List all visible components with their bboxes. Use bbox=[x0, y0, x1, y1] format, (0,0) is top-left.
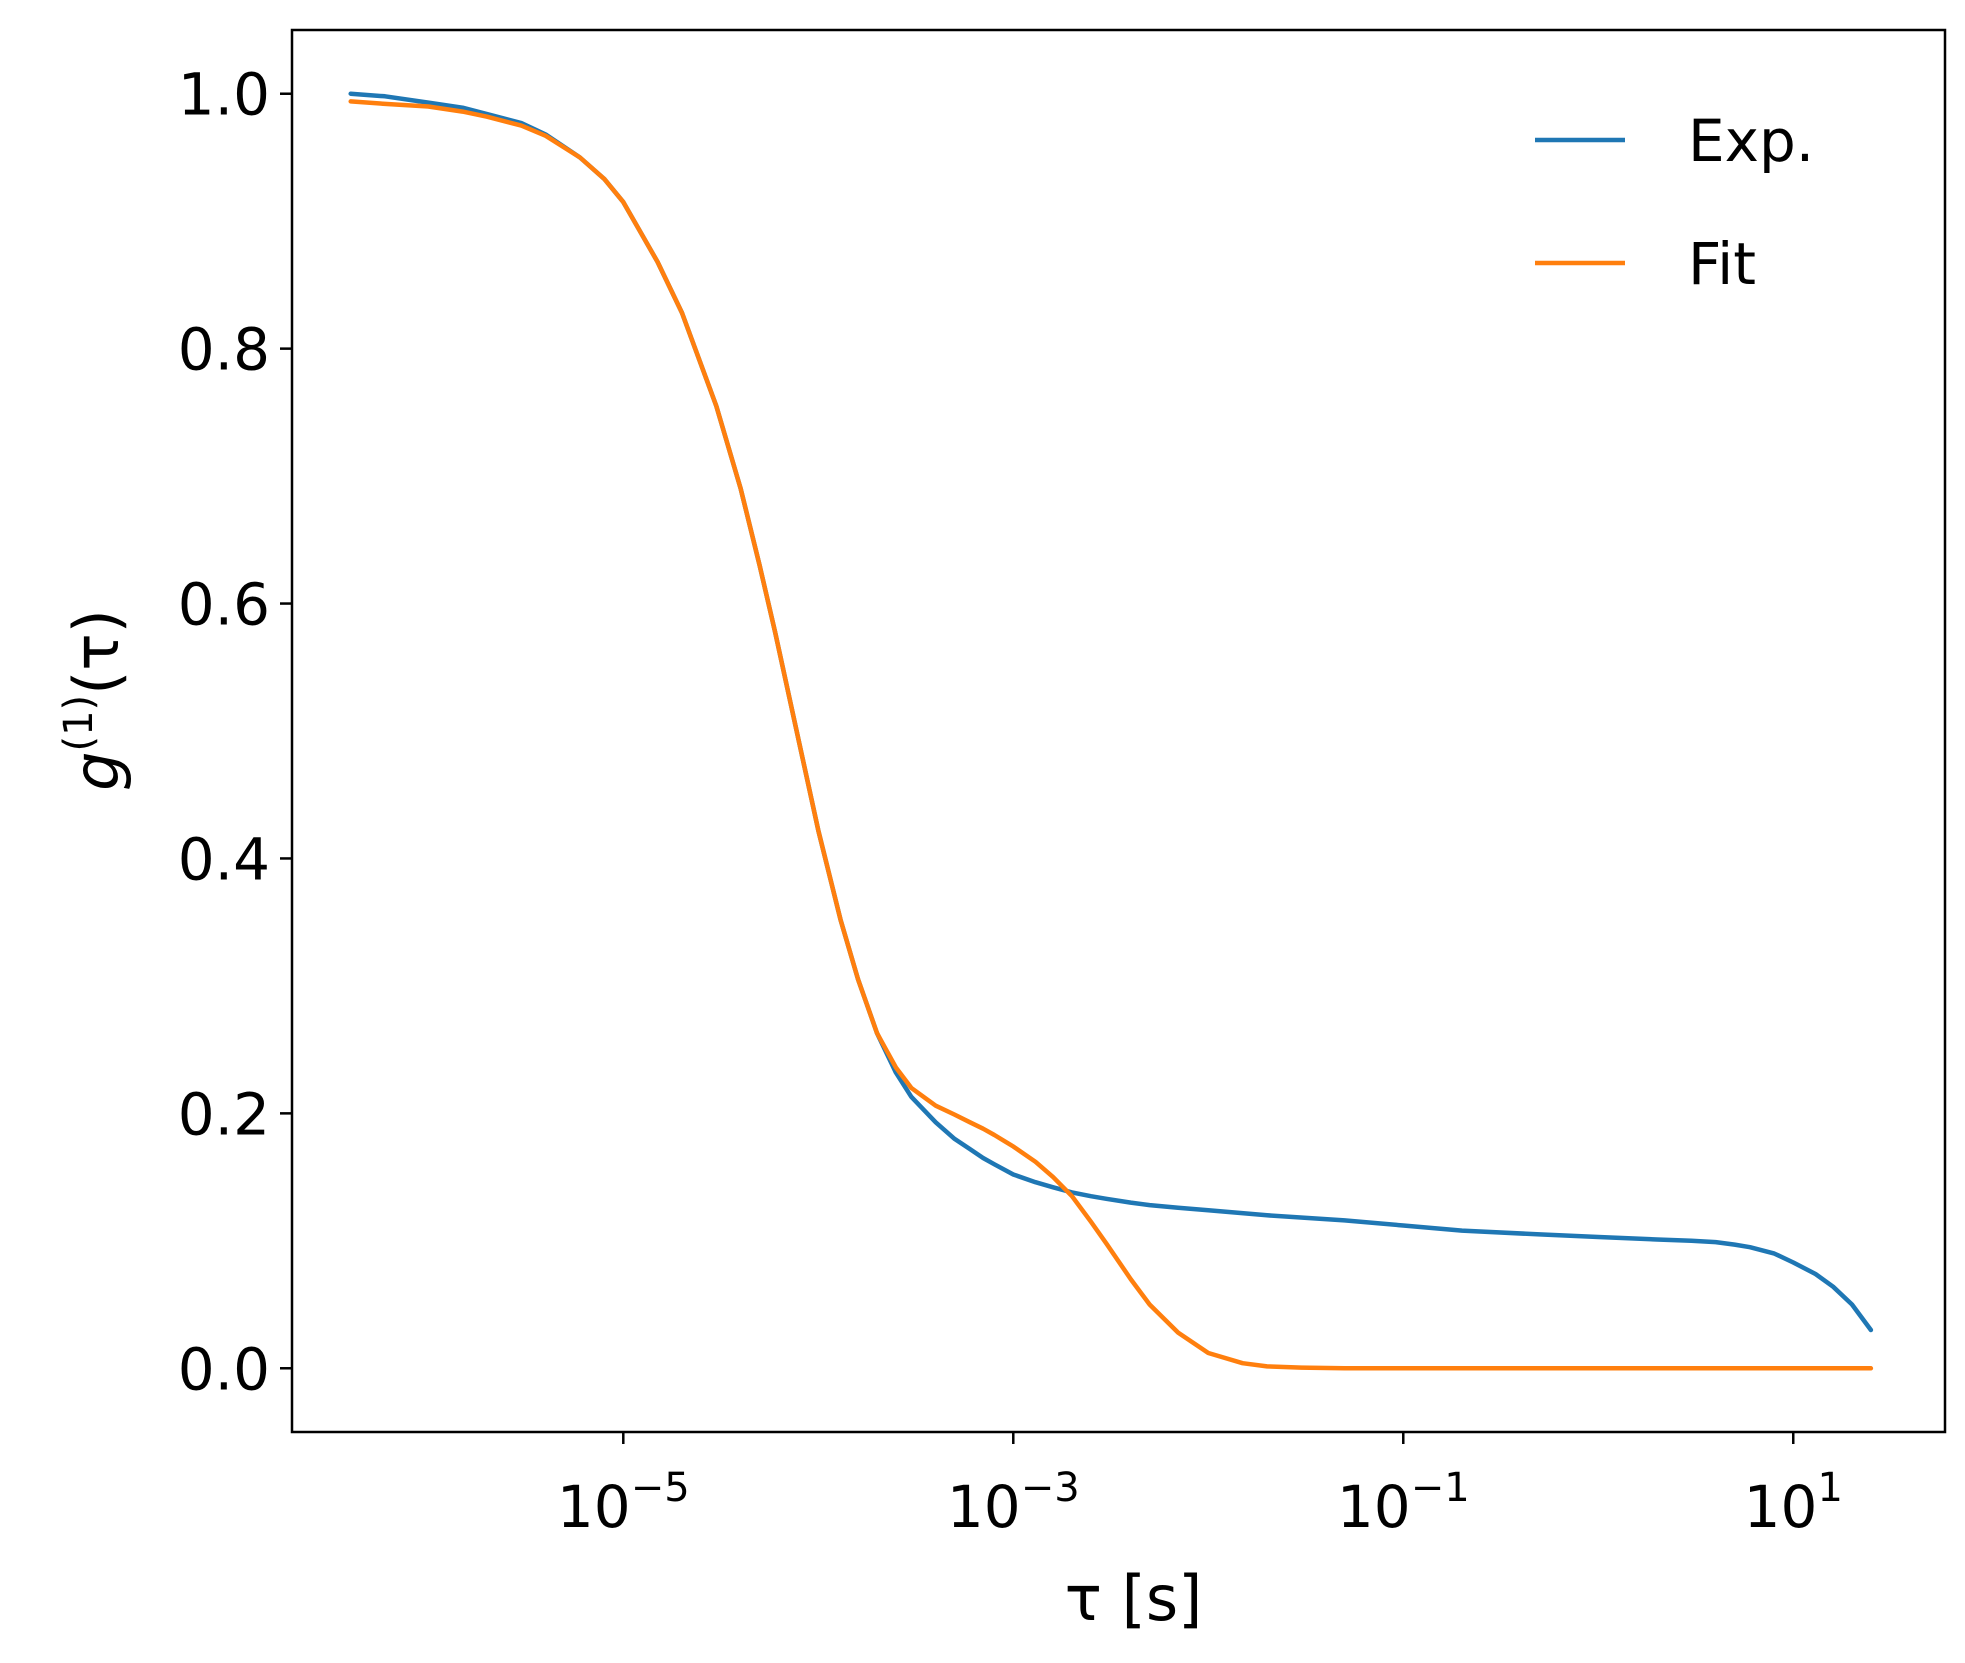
series-line-fit bbox=[348, 99, 1874, 1371]
legend-label-exp: Exp. bbox=[1688, 107, 1814, 175]
x-axis-label: τ [s] bbox=[1065, 1562, 1203, 1635]
x-axis-ticks: 10−5 10−3 10−1 101 bbox=[557, 1432, 1843, 1541]
x-tick-label: 10−1 bbox=[1337, 1465, 1470, 1541]
x-tick-label: 10−5 bbox=[557, 1465, 690, 1541]
y-axis-label: g(1)(τ) bbox=[56, 609, 133, 791]
y-tick-label: 0.4 bbox=[178, 825, 270, 893]
x-tick-label: 10−3 bbox=[947, 1465, 1080, 1541]
plot-frame bbox=[290, 28, 1947, 1434]
legend: Exp. Fit bbox=[1535, 107, 1814, 298]
y-axis-ticks: 0.0 0.2 0.4 0.6 0.8 1.0 bbox=[178, 61, 292, 1403]
y-tick-label: 0.2 bbox=[178, 1080, 270, 1148]
series-layer bbox=[348, 91, 1874, 1371]
y-axis-label-base: g bbox=[60, 752, 133, 791]
y-tick-label: 0.8 bbox=[178, 316, 270, 384]
y-tick-label: 1.0 bbox=[178, 61, 270, 129]
x-tick-label: 101 bbox=[1744, 1465, 1843, 1541]
y-axis-label-superscript: (1) bbox=[56, 695, 102, 752]
y-tick-label: 0.0 bbox=[178, 1335, 270, 1403]
y-tick-label: 0.6 bbox=[178, 571, 270, 639]
y-axis-label-argument: (τ) bbox=[60, 609, 133, 695]
legend-label-fit: Fit bbox=[1688, 230, 1756, 298]
